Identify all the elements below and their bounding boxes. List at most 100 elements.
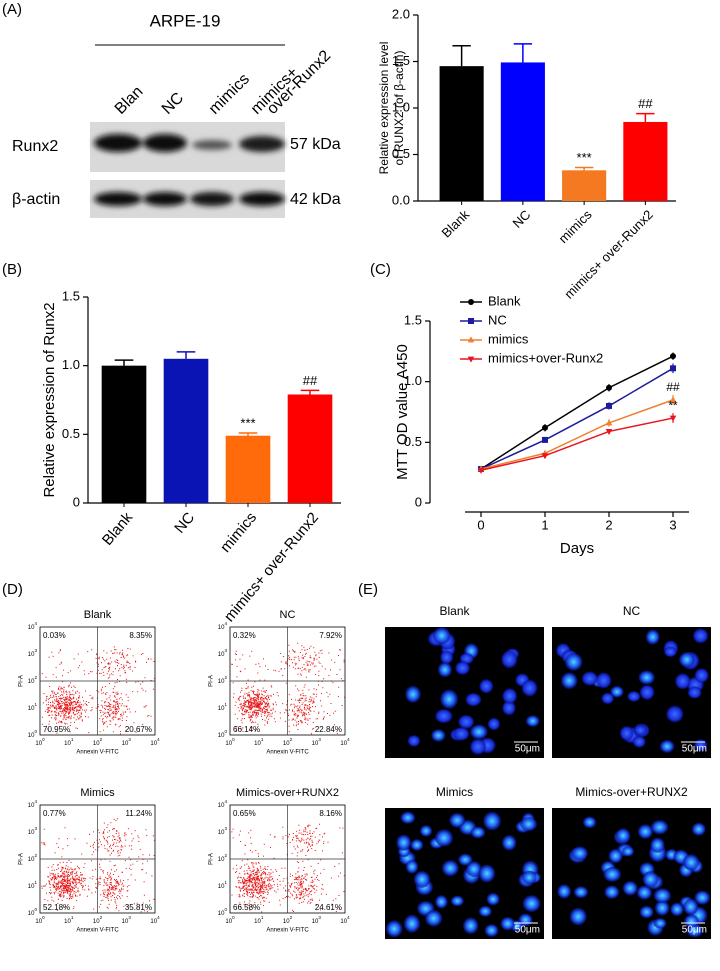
tick-exponent: 0 bbox=[34, 729, 37, 734]
x-tick-label: 3 bbox=[669, 517, 676, 532]
nucleus bbox=[470, 738, 486, 755]
nucleus bbox=[557, 884, 572, 899]
tick-exponent: 1 bbox=[71, 737, 74, 742]
significance: ## bbox=[638, 96, 653, 111]
y-tick-label: 102 bbox=[28, 853, 38, 862]
nucleus bbox=[458, 853, 473, 866]
tick-base: 10 bbox=[28, 830, 35, 836]
nucleus bbox=[500, 916, 515, 931]
tick-base: 10 bbox=[218, 857, 225, 863]
tick-base: 10 bbox=[28, 706, 35, 712]
panel-label: (D) bbox=[2, 581, 23, 598]
tick-exponent: 3 bbox=[318, 737, 321, 742]
quadrant-percent: 20.67% bbox=[125, 725, 152, 734]
marker bbox=[670, 365, 676, 372]
tick-exponent: 0 bbox=[232, 915, 235, 920]
nucleus bbox=[449, 813, 466, 828]
tick-base: 10 bbox=[218, 625, 225, 631]
nucleus bbox=[521, 679, 538, 697]
tick-base: 10 bbox=[28, 733, 35, 739]
tick-base: 10 bbox=[93, 919, 100, 925]
y-tick-label: 102 bbox=[218, 853, 228, 862]
tick-exponent: 0 bbox=[224, 729, 227, 734]
tick-exponent: 3 bbox=[224, 648, 227, 653]
y-tick-label: 0.5 bbox=[404, 434, 422, 449]
tick-exponent: 2 bbox=[34, 853, 37, 858]
nucleus bbox=[440, 650, 454, 665]
tick-exponent: 0 bbox=[232, 737, 235, 742]
nucleus bbox=[522, 895, 541, 913]
y-tick-label: 1.5 bbox=[392, 53, 410, 68]
y-tick-label: 101 bbox=[218, 702, 228, 711]
marker bbox=[669, 415, 677, 422]
y-tick-label: 1.5 bbox=[62, 288, 80, 303]
series-line bbox=[480, 417, 674, 471]
y-tick-label: 100 bbox=[218, 729, 228, 738]
x-tick-label: 1 bbox=[541, 517, 548, 532]
tick-exponent: 4 bbox=[347, 915, 350, 920]
nucleus bbox=[569, 907, 587, 926]
x-tick-label: 102 bbox=[283, 915, 293, 924]
tick-base: 10 bbox=[122, 919, 129, 925]
tick-base: 10 bbox=[28, 884, 35, 890]
tick-base: 10 bbox=[218, 830, 225, 836]
nucleus bbox=[654, 900, 670, 916]
nucleus bbox=[621, 846, 635, 857]
nucleus bbox=[571, 846, 588, 861]
x-tick-label: 101 bbox=[254, 915, 264, 924]
tick-exponent: 1 bbox=[34, 880, 37, 885]
nucleus bbox=[413, 871, 431, 888]
nucleus bbox=[603, 866, 622, 882]
quadrant-percent: 52.18% bbox=[43, 903, 70, 912]
lane-label: Blan bbox=[112, 83, 147, 118]
x-tick-label: 101 bbox=[64, 737, 74, 746]
series-line bbox=[480, 399, 674, 470]
nucleus bbox=[419, 825, 433, 837]
x-tick-label: 0 bbox=[477, 517, 484, 532]
nucleus bbox=[502, 700, 516, 716]
nucleus bbox=[634, 724, 647, 736]
tick-base: 10 bbox=[35, 919, 42, 925]
nucleus bbox=[501, 835, 517, 851]
scatter-dots bbox=[41, 646, 155, 735]
panel-label: (A) bbox=[2, 1, 22, 18]
tick-base: 10 bbox=[28, 625, 35, 631]
significance: ## bbox=[303, 373, 318, 388]
nucleus bbox=[604, 885, 620, 899]
x-axis-label: Days bbox=[560, 540, 594, 557]
quadrant-percent: 66.58% bbox=[233, 903, 260, 912]
y-tick-label: 0 bbox=[73, 494, 80, 509]
lane-label: NC bbox=[159, 89, 187, 117]
nucleus bbox=[435, 895, 448, 909]
nucleus bbox=[627, 691, 641, 702]
bar bbox=[225, 435, 271, 503]
y-axis-label: PI-A bbox=[19, 853, 25, 865]
nucleus bbox=[385, 920, 403, 938]
y-tick-label: 104 bbox=[218, 799, 228, 808]
nucleus bbox=[484, 924, 499, 937]
tick-exponent: 2 bbox=[100, 737, 103, 742]
y-tick-label: 101 bbox=[28, 880, 38, 889]
y-axis-label: PI-A bbox=[19, 675, 25, 687]
x-tick-label: NC bbox=[171, 509, 198, 537]
y-tick-label: 100 bbox=[218, 907, 228, 916]
tick-exponent: 4 bbox=[224, 799, 227, 804]
x-tick-label: 100 bbox=[35, 737, 45, 746]
nucleus bbox=[470, 826, 486, 839]
nucleus bbox=[466, 861, 482, 877]
x-tick-label: 2 bbox=[605, 517, 612, 532]
cell-line: ARPE-19 bbox=[150, 11, 221, 30]
nucleus bbox=[502, 688, 518, 704]
x-tick-label: 103 bbox=[312, 737, 322, 746]
nucleus bbox=[440, 689, 458, 709]
nucleus bbox=[636, 885, 653, 900]
scale-label: 50μm bbox=[515, 744, 540, 755]
legend-marker bbox=[467, 336, 475, 343]
nucleus bbox=[433, 627, 451, 645]
tick-base: 10 bbox=[28, 911, 35, 917]
tick-exponent: 0 bbox=[224, 907, 227, 912]
y-tick-label: 100 bbox=[28, 729, 38, 738]
x-tick-label: mimics bbox=[555, 207, 595, 247]
nucleus bbox=[396, 834, 412, 851]
